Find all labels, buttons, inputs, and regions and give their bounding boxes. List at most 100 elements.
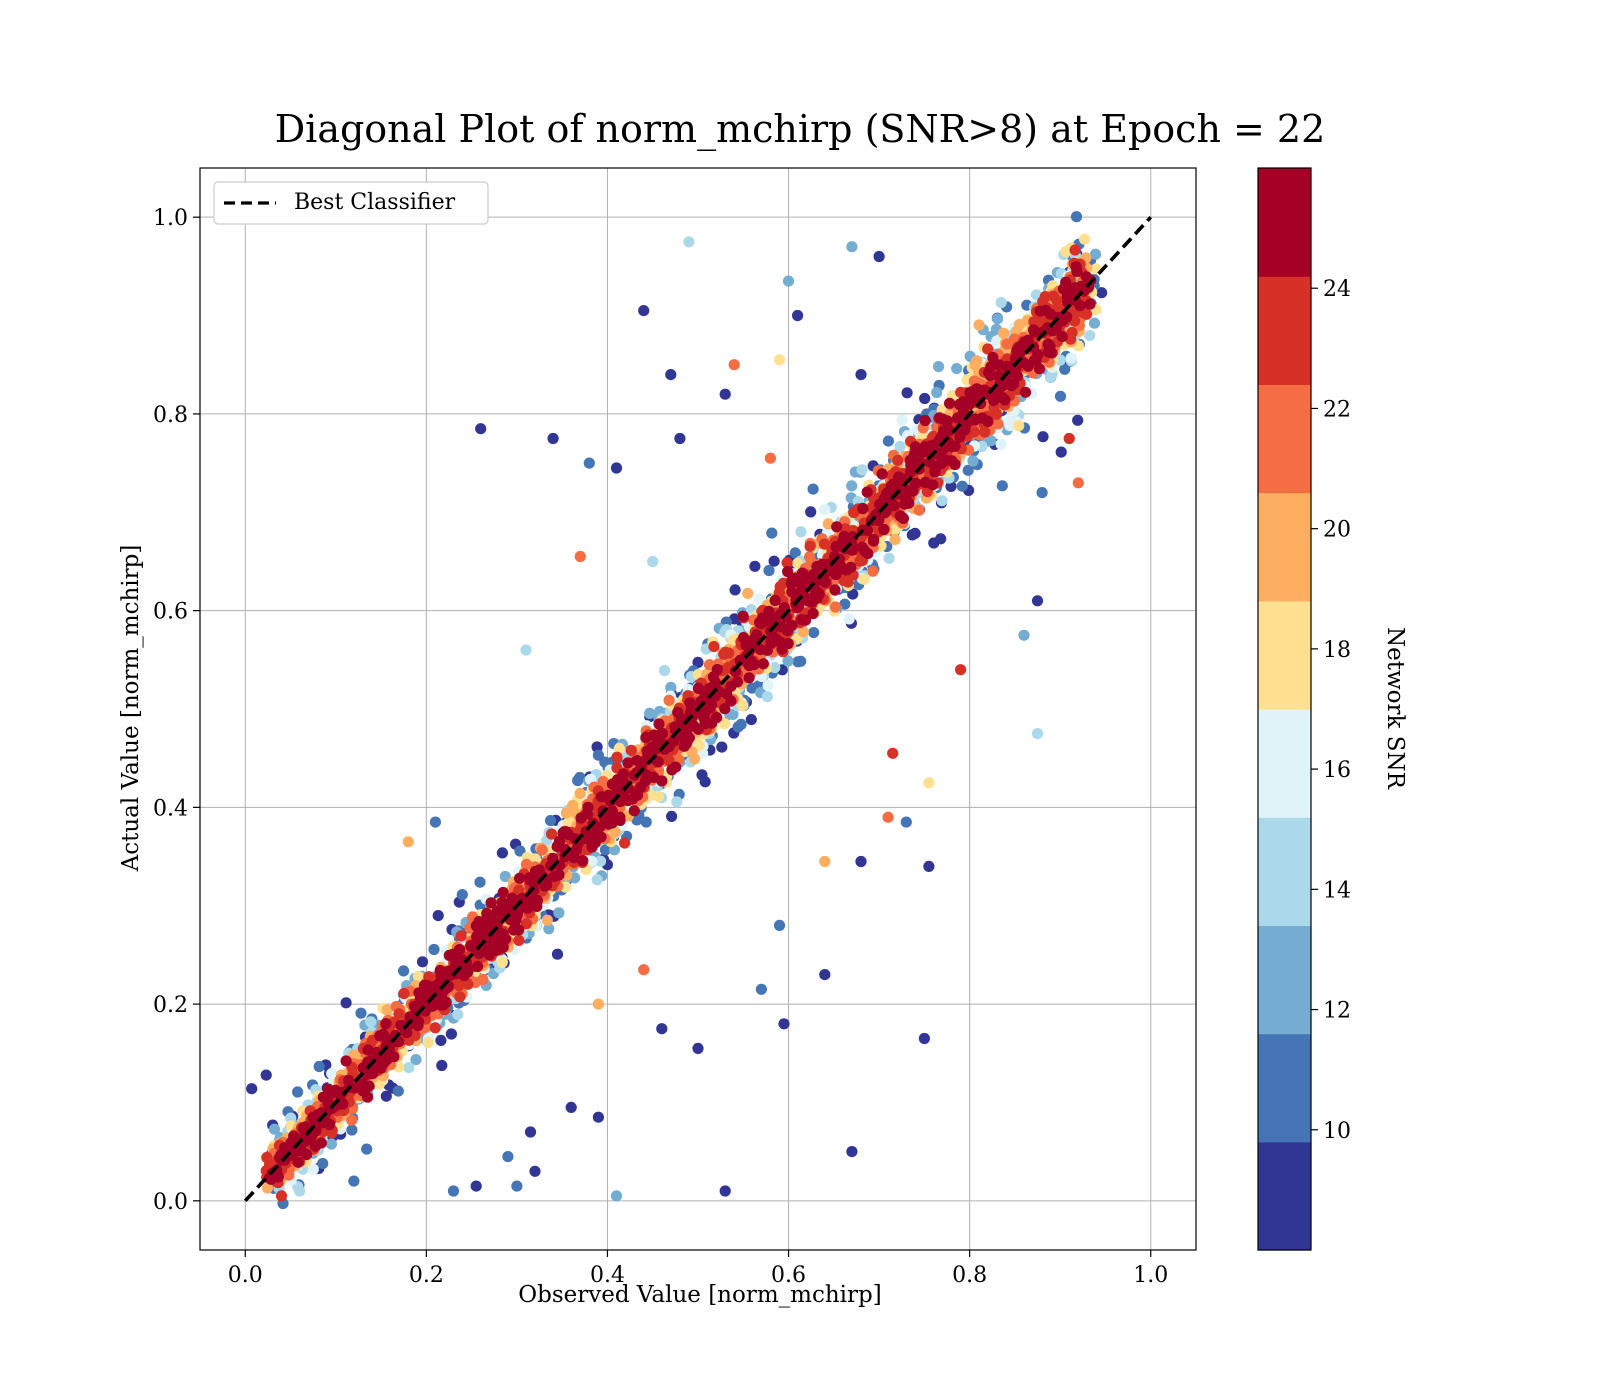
scatter-point	[743, 672, 755, 684]
scatter-point	[553, 907, 565, 919]
scatter-point	[742, 587, 754, 600]
scatter-point	[761, 691, 774, 703]
scatter-point	[594, 855, 607, 867]
scatter-point	[923, 777, 935, 789]
scatter-point	[622, 757, 634, 769]
scatter-point	[768, 555, 780, 567]
scatter-point	[727, 708, 739, 721]
scatter-point	[985, 361, 997, 373]
scatter-point	[829, 584, 841, 596]
scatter-point	[846, 1146, 858, 1158]
scatter-point	[931, 386, 943, 399]
scatter-point	[987, 351, 999, 364]
scatter-point	[955, 664, 967, 676]
scatter-point	[574, 787, 586, 800]
scatter-point	[435, 1034, 447, 1046]
scatter-point	[307, 1163, 319, 1175]
scatter-point	[1054, 354, 1066, 366]
scatter-point	[723, 647, 735, 659]
scatter-point	[599, 844, 612, 856]
scatter-point	[429, 1022, 441, 1034]
scatter-point	[804, 540, 816, 552]
scatter-point	[956, 480, 968, 492]
scatter-point	[497, 886, 509, 899]
scatter-point	[729, 584, 741, 596]
scatter-point	[346, 1124, 358, 1136]
scatter-point	[933, 361, 945, 373]
scatter-point	[1031, 595, 1044, 607]
scatter-point	[854, 555, 866, 567]
scatter-point	[340, 997, 352, 1009]
scatter-point	[475, 423, 487, 435]
scatter-point	[855, 855, 867, 868]
scatter-point	[804, 551, 816, 563]
scatter-point	[403, 1062, 415, 1074]
scatter-point	[822, 518, 834, 530]
scatter-point	[1028, 354, 1040, 366]
scatter-point	[795, 655, 807, 667]
scatter-point	[674, 432, 686, 445]
scatter-point	[749, 560, 761, 572]
scatter-point	[1036, 487, 1048, 499]
scatter-point	[638, 305, 650, 317]
scatter-point	[631, 814, 643, 826]
scatter-point	[1059, 363, 1071, 375]
scatter-point	[597, 776, 609, 788]
scatter-point	[1013, 420, 1025, 432]
scatter-point	[719, 1185, 731, 1197]
scatter-point	[412, 970, 425, 983]
scatter-point	[511, 1180, 523, 1192]
scatter-point	[591, 741, 603, 753]
scatter-point	[447, 948, 459, 961]
scatter-point	[432, 910, 444, 922]
scatter-point	[380, 1090, 392, 1102]
scatter-point	[445, 1028, 457, 1040]
scatter-point	[734, 654, 746, 667]
scatter-point	[392, 1085, 404, 1097]
scatter-point	[808, 627, 820, 639]
scatter-point	[348, 1049, 360, 1061]
scatter-point	[559, 850, 571, 863]
scatter-point	[670, 761, 682, 773]
scatter-point	[423, 971, 435, 983]
scatter-point	[995, 438, 1007, 450]
scatter-point	[313, 1060, 325, 1073]
scatter-point	[901, 387, 913, 399]
scatter-point	[402, 836, 414, 848]
scatter-point	[268, 1123, 281, 1135]
scatter-point	[1070, 211, 1083, 223]
scatter-point	[806, 596, 818, 608]
scatter-point	[991, 408, 1003, 420]
scatter-point	[671, 796, 683, 808]
scatter-point	[982, 343, 994, 355]
scatter-point	[520, 644, 532, 656]
scatter-point	[474, 876, 486, 888]
scatter-point	[565, 1101, 577, 1113]
scatter-point	[923, 860, 935, 873]
scatter-point	[536, 844, 548, 856]
scatter-point	[913, 504, 925, 516]
scatter-point	[529, 1165, 541, 1177]
scatter-point	[907, 485, 919, 497]
scatter-point	[666, 810, 678, 823]
scatter-point	[692, 656, 704, 669]
scatter-point	[971, 355, 983, 367]
scatter-point	[693, 739, 705, 751]
scatter-point	[1079, 233, 1091, 245]
scatter-point	[992, 313, 1004, 325]
scatter-point	[1080, 271, 1092, 283]
scatter-point	[745, 714, 757, 726]
scatter-point	[846, 241, 858, 253]
scatter-point	[524, 1126, 537, 1138]
scatter-point	[348, 1175, 360, 1187]
scatter-point	[858, 573, 870, 585]
scatter-point	[728, 359, 740, 371]
scatter-point	[454, 991, 466, 1003]
scatter-point	[261, 1182, 273, 1194]
scatter-point	[909, 527, 921, 540]
scatter-point	[628, 805, 640, 817]
scatter-point	[807, 607, 819, 620]
scatter-point	[610, 462, 623, 474]
scatter-point	[496, 956, 508, 968]
scatter-point	[843, 613, 855, 625]
